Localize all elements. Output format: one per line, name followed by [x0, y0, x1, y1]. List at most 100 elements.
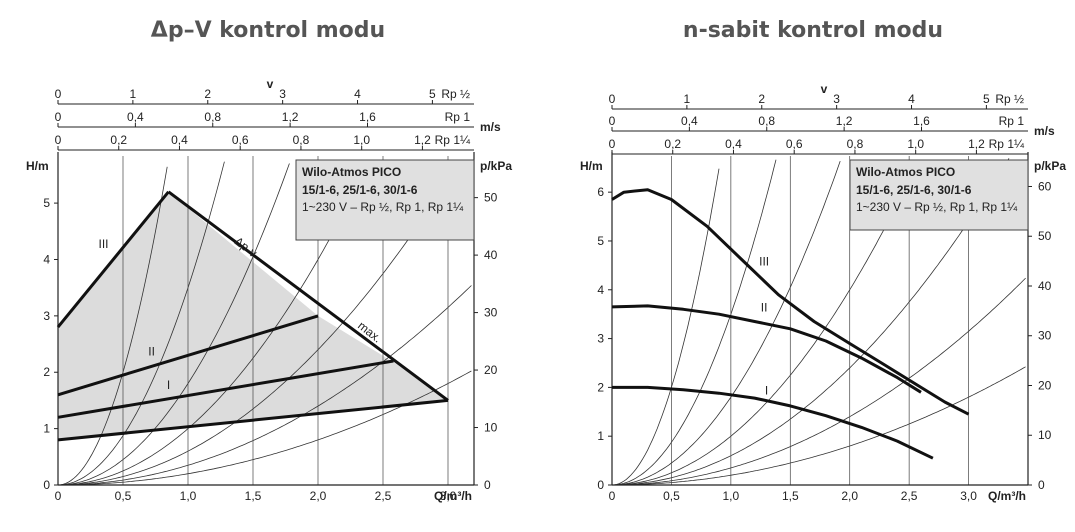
- y-right-tick-label: 60: [1038, 179, 1052, 193]
- y-right-tick-label: 40: [484, 248, 498, 262]
- y-tick-label: 4: [43, 252, 50, 266]
- velocity-tick-label: 1,2: [414, 133, 431, 147]
- y-right-tick-label: 0: [1038, 478, 1045, 492]
- y-tick-label: 5: [597, 234, 604, 248]
- x-axis-label: Q/m³/h: [434, 489, 472, 503]
- x-tick-label: 3,0: [960, 489, 977, 503]
- system-curve: [611, 168, 720, 486]
- velocity-label: v: [821, 82, 828, 96]
- y-right-tick-label: 20: [484, 363, 498, 377]
- x-tick-label: 1,5: [245, 489, 262, 503]
- velocity-tick-label: 1: [130, 87, 137, 101]
- y-tick-label: 2: [43, 365, 50, 379]
- info-box: [295, 159, 475, 241]
- y-right-tick-label: 0: [484, 478, 491, 492]
- series-line-III: [56, 190, 170, 329]
- y-right-axis-label: p/kPa: [480, 159, 512, 173]
- velocity-unit: m/s: [480, 120, 501, 134]
- series-label: I: [765, 384, 768, 398]
- velocity-tick-label: 3: [833, 92, 840, 106]
- x-axis-label: Q/m³/h: [988, 489, 1026, 503]
- x-tick-label: 2,0: [841, 489, 858, 503]
- y-right-axis-label: p/kPa: [1034, 159, 1066, 173]
- velocity-tick-label: 0,8: [847, 137, 864, 151]
- series-label: II: [148, 344, 155, 358]
- velocity-tick-label: 2: [758, 92, 765, 106]
- system-curve: [612, 159, 920, 486]
- y-tick-label: 1: [43, 422, 50, 436]
- velocity-tick-label: 0: [609, 114, 616, 128]
- info-box-title: Wilo-Atmos PICO: [302, 165, 401, 179]
- series-line-III: [611, 188, 970, 416]
- velocity-axis-name: Rp 1: [445, 110, 471, 124]
- y-tick-label: 0: [43, 478, 50, 492]
- velocity-tick-label: 1,0: [353, 133, 370, 147]
- series-label: III: [759, 254, 769, 268]
- y-tick-label: 2: [597, 380, 604, 394]
- velocity-tick-label: 1,2: [282, 110, 299, 124]
- velocity-label: v: [267, 77, 274, 91]
- velocity-tick-label: 0,4: [127, 110, 144, 124]
- velocity-tick-label: 5: [429, 87, 436, 101]
- velocity-tick-label: 4: [908, 92, 915, 106]
- velocity-tick-label: 0: [609, 137, 616, 151]
- x-tick-label: 1,5: [782, 489, 799, 503]
- velocity-tick-label: 2: [204, 87, 211, 101]
- series-line-II: [57, 314, 319, 397]
- system-curve: [58, 163, 290, 486]
- system-curve: [612, 160, 841, 486]
- series-line-edge-4: [167, 190, 449, 402]
- velocity-axis-name: Rp ½: [441, 87, 470, 101]
- velocity-tick-label: 1: [684, 92, 691, 106]
- system-curve: [58, 159, 462, 486]
- velocity-tick-label: 0,2: [110, 133, 127, 147]
- y-right-tick-label: 10: [1038, 428, 1052, 442]
- y-right-tick-label: 10: [484, 421, 498, 435]
- velocity-tick-label: 1,0: [907, 137, 924, 151]
- chart-title-right: n-sabit kontrol modu: [682, 18, 944, 43]
- x-tick-label: 0: [609, 489, 616, 503]
- system-curve: [612, 277, 1026, 486]
- system-curve: [57, 166, 168, 486]
- y-tick-label: 5: [43, 196, 50, 210]
- y-right-tick-label: 40: [1038, 279, 1052, 293]
- y-tick-label: 1: [597, 429, 604, 443]
- velocity-axis-name: Rp 1¼: [989, 137, 1025, 151]
- x-tick-label: 0: [55, 489, 62, 503]
- system-curve: [612, 158, 1010, 486]
- velocity-tick-label: 3: [279, 87, 286, 101]
- velocity-tick-label: 0,2: [664, 137, 681, 151]
- velocity-tick-label: 0: [55, 87, 62, 101]
- series-label: I: [167, 378, 170, 392]
- y-tick-label: 3: [597, 332, 604, 346]
- info-box-title: Wilo-Atmos PICO: [856, 165, 955, 179]
- velocity-tick-label: 0: [55, 110, 62, 124]
- velocity-tick-label: 1,6: [359, 110, 376, 124]
- y-axis-label: H/m: [580, 159, 603, 173]
- velocity-tick-label: 0,4: [171, 133, 188, 147]
- y-axis-label: H/m: [26, 159, 49, 173]
- velocity-tick-label: 1,6: [913, 114, 930, 128]
- velocity-unit: m/s: [1034, 124, 1055, 138]
- series-line-II: [611, 304, 922, 394]
- chart-panel-1: 0 0,5 1,0 1,5 2,0 2,5 3,001234560102030405060H…: [580, 82, 1066, 503]
- info-box-spec: 1~230 V – Rp ½, Rp 1, Rp 1¼: [856, 200, 1018, 214]
- x-tick-label: 1,0: [723, 489, 740, 503]
- y-right-tick-label: 50: [1038, 229, 1052, 243]
- velocity-tick-label: 0: [609, 92, 616, 106]
- velocity-axis-name: Rp 1¼: [435, 133, 471, 147]
- velocity-tick-label: 0,6: [232, 133, 249, 147]
- velocity-tick-label: 0,4: [725, 137, 742, 151]
- velocity-tick-label: 5: [983, 92, 990, 106]
- x-tick-label: 0,5: [663, 489, 680, 503]
- x-tick-label: 1,0: [180, 489, 197, 503]
- series-line-I: [612, 385, 934, 460]
- velocity-tick-label: 0,6: [786, 137, 803, 151]
- y-right-tick-label: 20: [1038, 378, 1052, 392]
- x-tick-label: 2,0: [310, 489, 327, 503]
- y-right-tick-label: 50: [484, 191, 498, 205]
- info-box-spec: 1~230 V – Rp ½, Rp 1, Rp 1¼: [302, 200, 464, 214]
- chart-title-left: Δp–V kontrol modu: [150, 18, 386, 43]
- x-tick-label: 3,0: [440, 489, 457, 503]
